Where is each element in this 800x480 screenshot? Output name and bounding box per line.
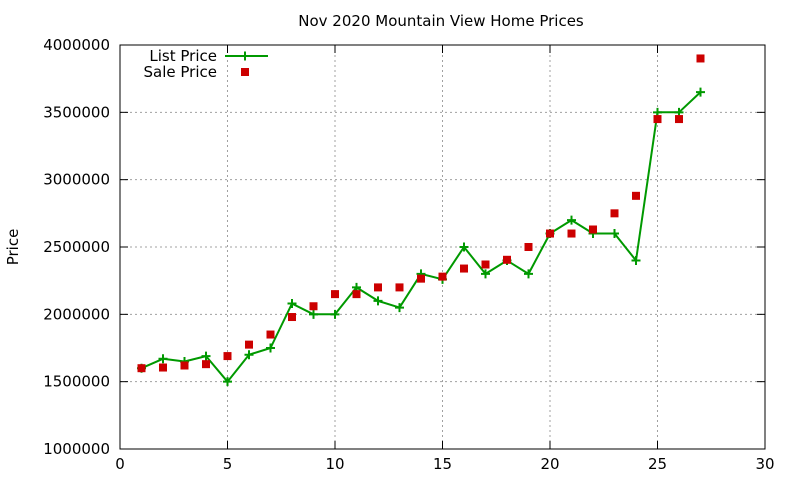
list-price-point — [567, 215, 576, 225]
x-tick-label: 10 — [325, 455, 344, 473]
list-price-point — [373, 296, 383, 306]
list-price-point — [287, 299, 297, 309]
legend-marker-list-price — [240, 51, 250, 61]
ticks: 1000000 1500000 2000000 2500000 3000000 35000… — [43, 36, 774, 473]
y-tick-label: 1000000 — [43, 440, 110, 458]
sale-price-point — [589, 225, 597, 234]
legend: List Price Sale Price — [144, 47, 268, 81]
sale-price-point — [288, 313, 296, 322]
sale-price-point — [309, 302, 318, 311]
sale-price-point — [223, 352, 232, 361]
x-tick-label: 5 — [223, 455, 233, 473]
sale-price-point — [675, 115, 683, 124]
sale-price-point — [202, 360, 210, 369]
grid — [120, 45, 765, 449]
sale-price-point — [266, 330, 275, 339]
x-tick-label: 30 — [755, 455, 774, 473]
y-tick-label: 4000000 — [43, 36, 110, 54]
sale-price-point — [159, 363, 167, 372]
list-price-point — [201, 351, 211, 361]
list-price-point — [524, 269, 533, 279]
sale-price-point — [417, 274, 425, 283]
sale-price-point — [653, 115, 662, 124]
list-price-point — [395, 303, 404, 313]
y-tick-label: 2500000 — [43, 238, 110, 256]
series — [137, 54, 705, 387]
x-tick-label: 25 — [648, 455, 667, 473]
sale-price-point — [503, 255, 511, 264]
sale-price-point — [524, 243, 533, 251]
sale-price-point — [180, 361, 189, 370]
list-price-point — [610, 229, 619, 239]
sale-price-point — [137, 364, 146, 373]
sale-price-point — [438, 272, 447, 281]
list-price-point — [459, 242, 469, 252]
list-price-point — [696, 87, 705, 97]
x-tick-label: 15 — [433, 455, 452, 473]
list-price-point — [631, 255, 641, 265]
legend-label-sale-price: Sale Price — [144, 63, 217, 81]
y-tick-label: 1500000 — [43, 373, 110, 391]
sale-price-point — [696, 54, 705, 63]
legend-marker-sale-price — [241, 68, 249, 76]
y-tick-label: 2000000 — [43, 305, 110, 323]
list-price-point — [266, 343, 275, 353]
sale-price-point — [460, 264, 468, 273]
list-price-point — [158, 354, 168, 364]
x-tick-label: 0 — [115, 455, 125, 473]
sale-price-point — [481, 260, 490, 269]
list-price-point — [309, 309, 318, 319]
list-price-line — [141, 91, 702, 383]
x-tick-label: 20 — [540, 455, 559, 473]
sale-price-point — [331, 290, 339, 299]
list-price-point — [223, 377, 232, 387]
series-0 — [137, 87, 705, 387]
sale-price-point — [546, 229, 554, 238]
list-price-point — [330, 309, 340, 319]
y-axis-label: Price — [4, 229, 22, 266]
legend-label-list-price: List Price — [149, 47, 217, 65]
chart-title: Nov 2020 Mountain View Home Prices — [298, 12, 584, 30]
list-price-point — [244, 350, 254, 360]
series-1 — [137, 54, 705, 373]
y-tick-label: 3000000 — [43, 171, 110, 189]
sale-price-point — [374, 283, 382, 292]
y-tick-label: 3500000 — [43, 103, 110, 121]
sale-price-point — [610, 209, 619, 218]
list-price-point — [481, 269, 490, 279]
sale-price-point — [567, 229, 576, 238]
sale-price-point — [245, 340, 253, 349]
sale-price-point — [632, 191, 640, 200]
sale-price-point — [395, 283, 404, 292]
sale-price-point — [352, 290, 361, 299]
